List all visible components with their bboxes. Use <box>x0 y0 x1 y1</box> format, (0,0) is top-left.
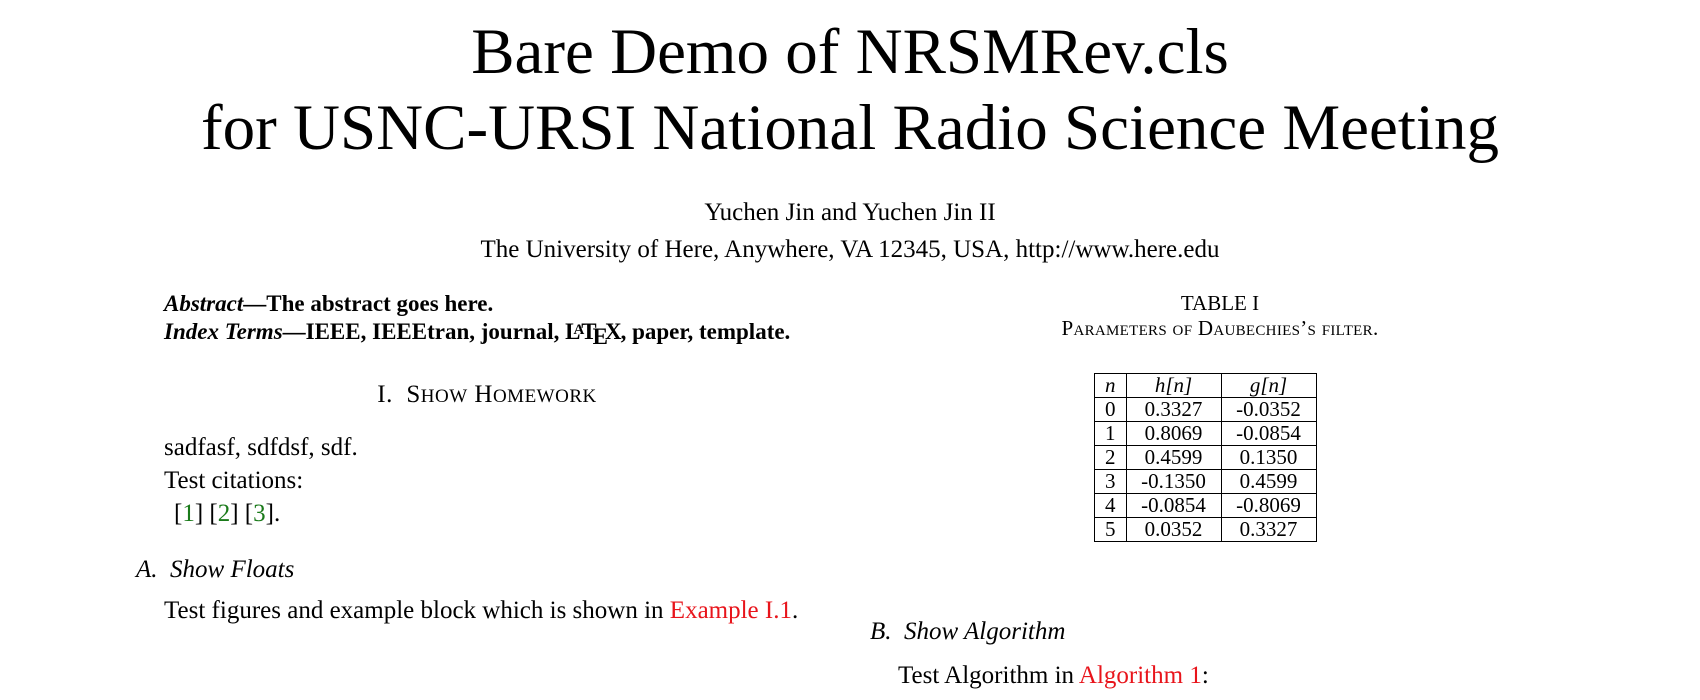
table-cell: 0 <box>1094 397 1127 422</box>
table-caption: Parameters of Daubechies’s filter. <box>1061 316 1379 340</box>
body-line-2: Test citations: <box>164 467 304 494</box>
table-header: n <box>1094 373 1127 398</box>
abstract-block: Abstract—The abstract goes here. Index T… <box>136 290 838 349</box>
section-title-rest-2: OMEWORK <box>492 386 597 407</box>
title-line-2: for USNC-URSI National Radio Science Mee… <box>201 92 1499 164</box>
table-cell: 5 <box>1094 517 1127 542</box>
table-row: 4 -0.0854 -0.8069 <box>1094 493 1317 518</box>
section-title-cap-1: S <box>406 381 421 408</box>
table-row: 2 0.4599 0.1350 <box>1094 445 1317 470</box>
table-cell: 1 <box>1094 421 1127 446</box>
table-cell: 0.4599 <box>1125 445 1222 470</box>
affiliation: The University of Here, Anywhere, VA 123… <box>480 236 1220 263</box>
subsection-a-text: Test figures and example block which is … <box>164 597 670 624</box>
left-column: Abstract—The abstract goes here. Index T… <box>136 290 838 627</box>
abstract-label: Abstract <box>164 291 244 316</box>
subsection-a-heading: A. Show Floats <box>136 556 838 584</box>
table-cell: 3 <box>1094 469 1127 494</box>
right-column: TABLE I Parameters of Daubechies’s filte… <box>870 290 1570 689</box>
table-header: h[n] <box>1125 373 1222 398</box>
section-title: SHOW HOMEWORK <box>406 381 596 408</box>
subsection-b-title: Show Algorithm <box>904 618 1066 645</box>
subsection-a-paragraph: Test figures and example block which is … <box>136 594 838 627</box>
section-number: I. <box>377 381 393 408</box>
example-ref-link[interactable]: Example I.1 <box>669 597 792 624</box>
table-row: 5 0.0352 0.3327 <box>1094 517 1317 542</box>
index-terms: Index Terms—IEEE, IEEEtran, journal, LAT… <box>164 319 791 349</box>
table-cell: 0.1350 <box>1220 445 1317 470</box>
section-title-rest-1: HOW <box>420 386 468 407</box>
table-label: TABLE I <box>1180 291 1260 315</box>
table-cell: 0.3327 <box>1125 397 1222 422</box>
subsection-a-label: A. <box>136 556 158 583</box>
table-row: 1 0.8069 -0.0854 <box>1094 421 1317 446</box>
table-cell: -0.8069 <box>1220 493 1317 518</box>
table-header: g[n] <box>1220 373 1317 398</box>
subsection-b-label: B. <box>870 618 892 645</box>
table-row: 3 -0.1350 0.4599 <box>1094 469 1317 494</box>
table-cell: 0.8069 <box>1125 421 1222 446</box>
table-row: 0 0.3327 -0.0352 <box>1094 397 1317 422</box>
subsection-a-text-end: . <box>791 597 799 624</box>
parameters-table: n h[n] g[n] 0 0.3327 -0.0352 1 0.8069 -0.085… <box>1094 373 1317 542</box>
table-header-row: n h[n] g[n] <box>1094 373 1317 398</box>
subsection-b-text-end: : <box>1201 662 1209 689</box>
latex-logo: LATEX <box>565 319 621 349</box>
index-terms-post: , paper, template. <box>620 319 791 344</box>
subsection-b-text: Test Algorithm in <box>898 662 1079 689</box>
table-cell: -0.1350 <box>1125 469 1222 494</box>
subsection-b-paragraph: Test Algorithm in Algorithm 1: <box>898 662 1209 690</box>
table-cell: -0.0854 <box>1125 493 1222 518</box>
table-cell: 0.4599 <box>1220 469 1317 494</box>
title-line-1: Bare Demo of NRSMRev.cls <box>471 16 1229 88</box>
abstract: Abstract—The abstract goes here. <box>164 291 494 316</box>
table-cell: 0.3327 <box>1220 517 1317 542</box>
table-cell: 4 <box>1094 493 1127 518</box>
table-cell: -0.0854 <box>1220 421 1317 446</box>
table-cell: -0.0352 <box>1220 397 1317 422</box>
citation-link[interactable]: 3 <box>253 500 266 527</box>
subsection-b-heading: B. Show Algorithm <box>870 618 1065 646</box>
section-title-cap-2: H <box>474 381 493 408</box>
table-cell: 2 <box>1094 445 1127 470</box>
index-terms-label: Index Terms <box>164 319 283 344</box>
citation-link[interactable]: 2 <box>217 500 231 527</box>
algorithm-ref-link[interactable]: Algorithm 1 <box>1078 662 1202 689</box>
citations-line: [1] [2] [3]. <box>174 500 281 527</box>
index-terms-pre: IEEE, IEEEtran, journal, <box>305 319 566 344</box>
citation-link[interactable]: 1 <box>182 500 195 527</box>
abstract-text: The abstract goes here. <box>266 291 494 316</box>
paper-title: Bare Demo of NRSMRev.cls for USNC-URSI N… <box>0 14 1700 166</box>
subsection-a-title: Show Floats <box>170 556 295 583</box>
body-line-1: sadfasf, sdfdsf, sdf. <box>164 434 358 461</box>
section-body: sadfasf, sdfdsf, sdf. Test citations: [1… <box>136 431 838 530</box>
section-heading: I. SHOW HOMEWORK <box>136 381 838 409</box>
authors: Yuchen Jin and Yuchen Jin II <box>704 199 996 226</box>
table-cell: 0.0352 <box>1125 517 1222 542</box>
